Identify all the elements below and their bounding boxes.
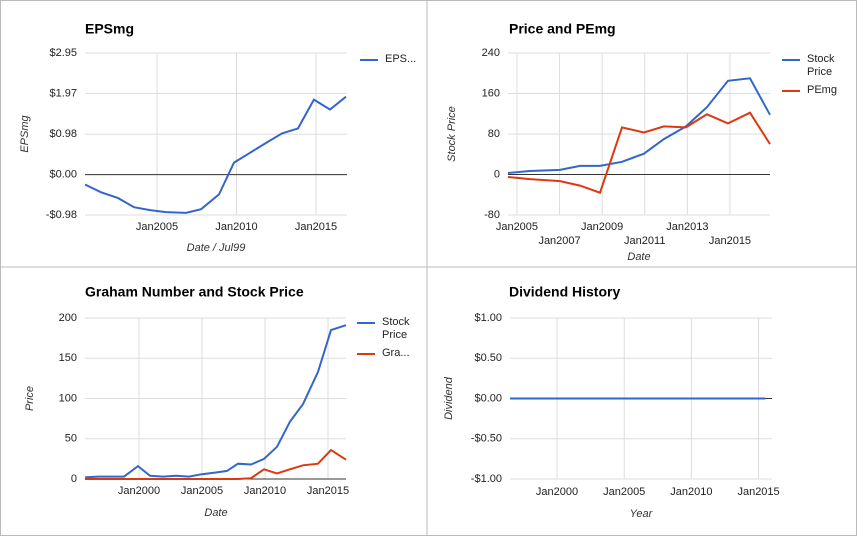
data-line xyxy=(84,324,347,479)
legend-label: Stock Price xyxy=(382,316,410,341)
y-tick-label: 50 xyxy=(65,433,77,445)
legend-entry: Stock Price xyxy=(807,53,835,78)
x-tick-label: Jan2015 xyxy=(295,221,337,233)
y-tick-label: $1.00 xyxy=(474,312,502,324)
y-tick-label: -80 xyxy=(484,209,500,221)
data-line xyxy=(507,111,771,194)
y-axis-label: Dividend xyxy=(443,376,455,420)
y-tick-label: 160 xyxy=(482,87,500,99)
y-tick-label: 80 xyxy=(488,128,500,140)
y-tick-label: $2.95 xyxy=(49,47,77,59)
x-tick-label: Jan2000 xyxy=(118,485,160,497)
legend-label: PEmg xyxy=(807,84,837,96)
y-tick-label: $0.00 xyxy=(49,169,77,181)
y-tick-label: 0 xyxy=(71,473,77,485)
x-tick-label: Jan2015 xyxy=(709,235,751,247)
x-tick-label: Jan2007 xyxy=(538,235,580,247)
y-tick-label: -$0.98 xyxy=(46,209,77,221)
y-tick-label: 150 xyxy=(59,352,77,364)
data-line xyxy=(84,95,347,214)
x-tick-label: Jan2009 xyxy=(581,221,623,233)
legend-label: Gra... xyxy=(382,347,410,359)
x-tick-label: Jan2005 xyxy=(136,221,178,233)
legend-entry: EPS... xyxy=(385,53,417,65)
x-tick-label: Jan2010 xyxy=(244,485,286,497)
y-tick-label: 0 xyxy=(494,168,500,180)
y-axis-label: EPSmg xyxy=(19,114,31,152)
data-line xyxy=(85,448,347,480)
chart-title: Dividend History xyxy=(509,284,620,300)
x-tick-label: Jan2005 xyxy=(496,221,538,233)
y-tick-label: 200 xyxy=(59,312,77,324)
legend-entry: Stock Price xyxy=(382,316,410,341)
y-tick-label: -$1.00 xyxy=(471,473,502,485)
y-tick-label: $1.97 xyxy=(49,87,77,99)
y-axis-label: Price xyxy=(24,386,36,411)
legend-label: Stock Price xyxy=(807,53,835,78)
x-tick-label: Jan2011 xyxy=(624,235,665,247)
y-axis-label: Stock Price xyxy=(446,106,458,162)
x-tick-label: Jan2015 xyxy=(737,486,779,498)
x-axis-label: Year xyxy=(630,508,654,520)
x-tick-label: Jan2010 xyxy=(215,221,257,233)
y-tick-label: 100 xyxy=(59,392,77,404)
y-tick-label: -$0.50 xyxy=(471,433,502,445)
x-axis-label: Date xyxy=(627,251,650,263)
x-tick-label: Jan2015 xyxy=(307,485,349,497)
y-tick-label: $0.00 xyxy=(474,392,502,404)
x-tick-label: Jan2000 xyxy=(536,486,578,498)
x-tick-label: Jan2005 xyxy=(181,485,223,497)
legend-entry: Gra... xyxy=(382,347,410,359)
chart-title: Price and PEmg xyxy=(509,21,616,37)
y-tick-label: 240 xyxy=(482,47,500,59)
legend-label: EPS... xyxy=(385,53,417,65)
x-tick-label: Jan2005 xyxy=(603,486,645,498)
data-line xyxy=(507,77,771,174)
chart-title: Graham Number and Stock Price xyxy=(85,284,304,300)
x-tick-label: Jan2013 xyxy=(666,221,708,233)
x-tick-label: Jan2010 xyxy=(670,486,712,498)
y-tick-label: $0.50 xyxy=(474,352,502,364)
chart-title: EPSmg xyxy=(85,21,134,37)
x-axis-label: Date / Jul99 xyxy=(187,242,246,254)
legend-entry: PEmg xyxy=(807,84,837,96)
x-axis-label: Date xyxy=(204,507,227,519)
y-tick-label: $0.98 xyxy=(49,128,77,140)
